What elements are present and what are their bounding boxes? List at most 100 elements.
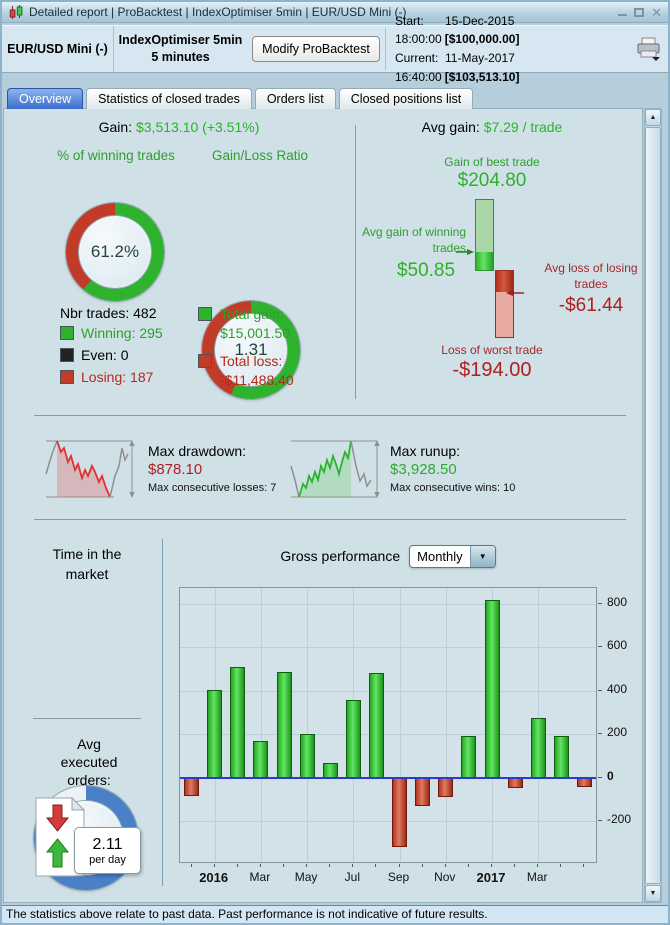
y-axis-label: 800 [607,594,628,609]
runup-sparkline [290,440,380,498]
overview-panel: Gain: $3,513.10 (+3.51%) Avg gain: $7.29… [3,108,643,903]
report-header: EUR/USD Mini (-) IndexOptimiser 5min 5 m… [2,14,668,84]
chart-bar [345,700,361,778]
avg-orders-label: Avg executed orders: [60,736,118,789]
chart-bar [276,672,292,778]
x-axis-label: May [294,870,318,884]
orders-per-day-unit: per day [89,853,126,866]
avg-win-arrow-icon [456,249,474,255]
chart-bar [576,778,592,788]
gain-title: Gain: $3,513.10 (+3.51%) [98,119,260,135]
section-divider-1 [34,415,626,416]
chart-bar [392,778,408,847]
total-gain-label: Total gain: [220,306,284,322]
chevron-down-icon: ▼ [478,551,487,561]
top-section-divider [355,125,356,399]
avg-loss-value: -$61.44 [558,295,624,316]
gain-value: $3,513.10 (+3.51%) [135,119,260,135]
orders-document-icon [35,797,85,877]
chart-bar [184,778,200,796]
runup-consecutive: Max consecutive wins: 10 [390,482,516,494]
best-trade-bar [475,199,494,271]
y-axis-label: 400 [607,681,628,696]
chart-bar [322,763,338,778]
maximize-icon[interactable] [634,7,645,17]
drawdown-label: Max drawdown: [148,443,247,459]
avg-loss-arrow-icon [506,290,524,296]
drawdown-sparkline [45,440,135,498]
runup-value: $3,928.50 [390,461,457,478]
app-candlestick-icon [9,4,23,19]
nbr-trades: Nbr trades: 482 [60,305,157,321]
avg-win-value: $50.85 [396,260,456,281]
scrollbar-thumb[interactable] [645,127,661,884]
orders-per-day-box: 2.11 per day [74,827,141,874]
buy-order-arrow-icon [45,838,70,868]
chart-bar [230,666,246,778]
printer-icon [637,37,660,61]
worst-trade-bar [495,270,514,338]
sell-order-arrow-icon [45,804,70,832]
x-axis-label: 2016 [199,870,229,885]
chart-bar [507,778,523,789]
total-loss-value: -$11,488.40 [220,372,294,388]
period-dropdown[interactable]: Monthly ▼ [409,544,496,568]
time-gauge-title: Time in the market [52,546,122,582]
chart-bar [530,717,546,778]
x-axis-label: Sep [387,870,410,884]
winning-swatch [60,326,74,340]
drawdown-consecutive: Max consecutive losses: 7 [148,482,277,494]
vertical-scrollbar[interactable]: ▲ ▼ [644,108,662,903]
header-divider [385,28,386,70]
gross-performance-header: Gross performance Monthly ▼ [176,543,600,569]
total-loss-label: Total loss: [220,353,283,369]
period-dropdown-value: Monthly [417,548,463,564]
backtest-dates: Start: 15-Dec-2015 18:00:00 [$100,000.00] … [386,14,630,84]
x-axis-label: Nov [434,870,456,884]
chart-x-labels: 2016 Mar May Jul Sep Nov 2017 Mar [179,864,597,890]
tab-closed-positions[interactable]: Closed positions list [338,88,474,109]
chart-y-labels: 800 600 400 200 0 -200 [598,587,642,867]
total-gain-value: $15,001.50 [220,325,291,341]
modify-probacktest-button[interactable]: Modify ProBacktest [252,36,380,62]
x-axis-label: Mar [249,870,271,884]
chart-bar [299,734,315,778]
worst-trade-label: Loss of worst trade [441,343,543,357]
scroll-up-icon[interactable]: ▲ [645,109,661,126]
y-axis-label: 0 [607,768,614,783]
chart-bar [253,740,269,778]
strategy-label: IndexOptimiser 5min 5 minutes [114,26,247,72]
chart-plot [180,588,596,862]
chart-bar [438,778,454,797]
winning-gauge: 61.2% [66,203,164,301]
best-trade-value: $204.80 [457,170,527,191]
avg-win-segment [476,252,493,270]
runup-label: Max runup: [390,443,461,459]
tab-statistics[interactable]: Statistics of closed trades [86,88,252,109]
tab-orders-list[interactable]: Orders list [254,88,336,109]
close-icon[interactable]: ✕ [651,4,662,20]
gross-performance-label: Gross performance [280,548,401,564]
strategy-name: IndexOptimiser 5min [118,33,243,48]
even-swatch [60,348,74,362]
status-bar: The statistics above relate to past data… [2,905,668,923]
bottom-section-divider [162,539,163,886]
legend-winning: Winning: 295 [60,325,163,341]
x-axis-label: Jul [344,870,360,884]
chart-bar [368,673,384,778]
legend-losing: Losing: 187 [60,369,153,385]
tab-overview[interactable]: Overview [7,88,84,109]
total-gain-swatch [198,307,212,321]
avg-gain-value: $7.29 / trade [483,119,563,135]
minimize-icon[interactable] [618,13,628,16]
left-column-divider [33,718,141,719]
best-trade-label: Gain of best trade [444,155,540,169]
y-axis-label: -200 [607,811,632,826]
scroll-down-icon[interactable]: ▼ [645,885,661,902]
losing-swatch [60,370,74,384]
avg-gain-title: Avg gain: $7.29 / trade [421,119,563,135]
x-axis-label: Mar [526,870,548,884]
print-button[interactable] [630,26,668,72]
title-bar[interactable]: Detailed report | ProBacktest | IndexOpt… [2,2,668,23]
winning-gauge-value: 61.2% [90,242,140,261]
